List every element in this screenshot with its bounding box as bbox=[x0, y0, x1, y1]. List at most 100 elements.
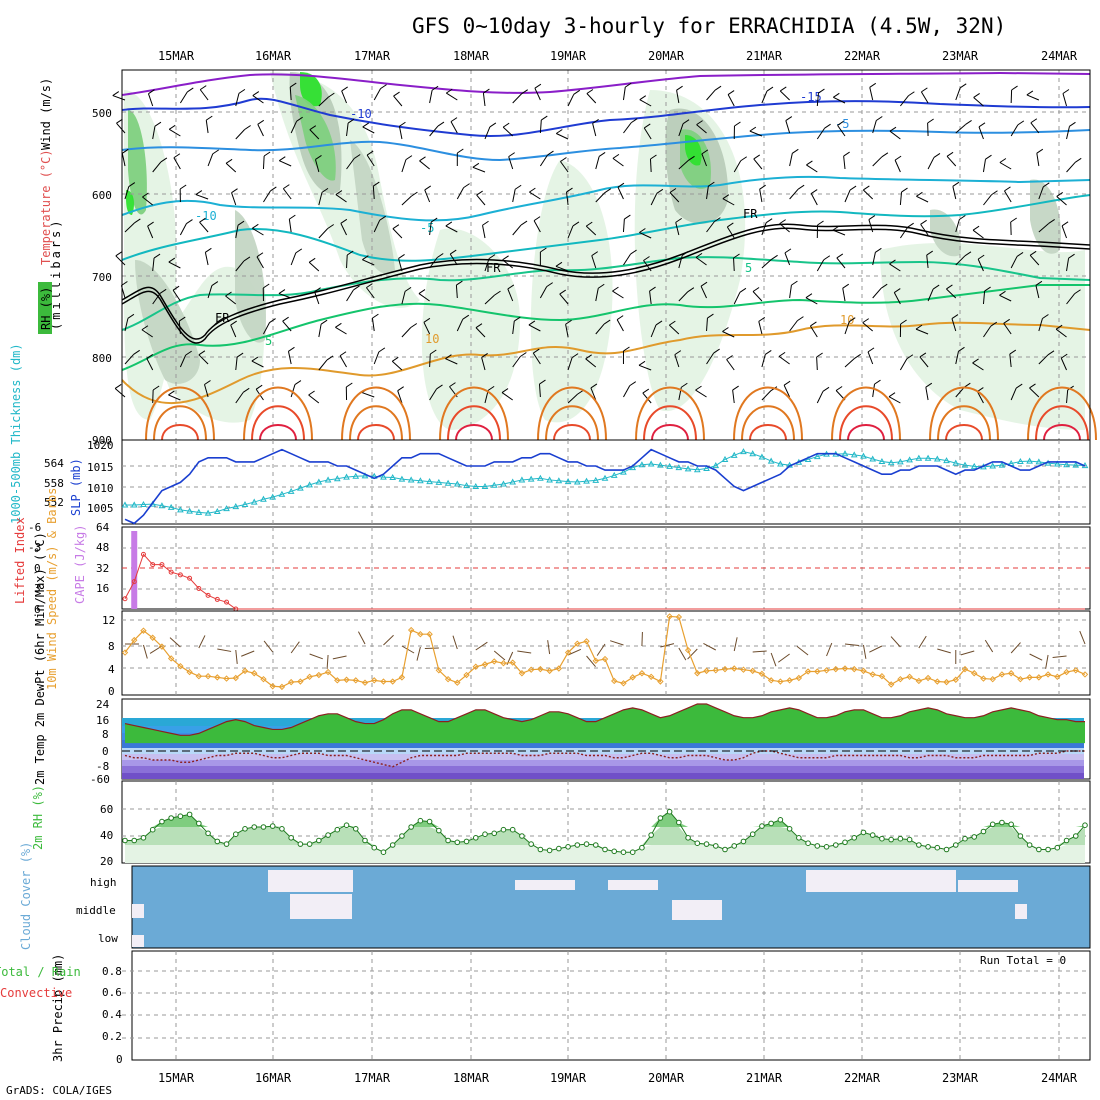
thickness-marker bbox=[675, 464, 683, 471]
rh-marker bbox=[463, 838, 470, 845]
upper-wind-barb bbox=[1030, 122, 1040, 134]
upper-wind-barb-feather bbox=[783, 380, 791, 386]
wind-speed-markers bbox=[121, 613, 1089, 691]
wind-speed-marker bbox=[278, 683, 286, 691]
upper-wind-barb bbox=[290, 121, 298, 134]
upper-wind-barb bbox=[401, 327, 412, 338]
temp-tick: -60 bbox=[90, 773, 110, 786]
surface-wind-barb bbox=[1052, 655, 1067, 658]
wind-speed-marker bbox=[407, 626, 415, 634]
warm-isotherm-arc bbox=[1043, 424, 1081, 441]
rh-marker bbox=[888, 836, 894, 843]
rh-marker bbox=[122, 837, 128, 844]
upper-wind-barb bbox=[789, 153, 793, 167]
lifted-index-marker bbox=[196, 586, 202, 591]
date-label-top: 17MAR bbox=[354, 49, 391, 63]
surface-wind-barb bbox=[770, 652, 777, 667]
upper-wind-barb bbox=[482, 225, 486, 239]
upper-wind-barb bbox=[423, 322, 431, 335]
upper-wind-barb bbox=[397, 390, 403, 404]
surface-wind-barb bbox=[678, 647, 687, 661]
upper-wind-barb bbox=[612, 290, 624, 299]
upper-wind-barb-feather bbox=[927, 118, 934, 124]
isotherm-label: -10 bbox=[350, 107, 372, 121]
wind-speed-marker bbox=[241, 667, 249, 675]
upper-wind-barb bbox=[1066, 126, 1070, 140]
upper-wind-barb bbox=[450, 121, 458, 134]
thickness-marker bbox=[463, 482, 470, 489]
upper-wind-barb bbox=[1060, 357, 1067, 371]
wind-speed-marker bbox=[767, 677, 775, 684]
rh-marker bbox=[242, 826, 248, 832]
upper-wind-barb-feather bbox=[128, 182, 136, 187]
upper-wind-barb-feather bbox=[835, 386, 843, 391]
thickness-marker bbox=[324, 476, 332, 483]
upper-wind-barb-feather bbox=[616, 315, 624, 321]
upper-wind-barb bbox=[867, 351, 874, 365]
wind-speed-marker bbox=[897, 675, 904, 683]
upper-wind-barb bbox=[595, 323, 605, 335]
wind-tick: 12 bbox=[102, 614, 115, 627]
upper-wind-barb-feather bbox=[612, 153, 620, 159]
warm-isotherm-arc bbox=[831, 386, 901, 441]
thick-tick: 552 bbox=[44, 496, 64, 509]
upper-wind-barb-feather bbox=[676, 85, 683, 91]
upper-wind-barb-feather bbox=[880, 283, 888, 289]
upper-wind-barb-feather bbox=[346, 250, 354, 256]
lifted-index-marker bbox=[224, 599, 230, 605]
upper-wind-barb-feather bbox=[973, 93, 980, 98]
upper-wind-barb-feather bbox=[946, 151, 954, 157]
rh-marker bbox=[1054, 844, 1061, 851]
rh-marker bbox=[592, 842, 599, 848]
upper-wind-barb-feather bbox=[430, 349, 437, 355]
wind-speed-marker bbox=[1081, 671, 1089, 678]
upper-wind-barb-feather bbox=[604, 188, 612, 194]
upper-wind-barb bbox=[1056, 196, 1067, 206]
upper-wind-barb-feather bbox=[643, 256, 650, 261]
wind10m-panel: 12 8 4 0 10m Wind Speed (m/s) & Barbs bbox=[45, 488, 1091, 698]
wind-speed-marker bbox=[518, 670, 526, 677]
upper-wind-barb-feather bbox=[279, 156, 286, 162]
upper-wind-barb-feather bbox=[849, 185, 857, 191]
thickness-marker bbox=[343, 473, 350, 480]
upper-wind-barb bbox=[318, 228, 329, 239]
upper-wind-barb bbox=[585, 225, 597, 236]
upper-wind-barb-feather bbox=[875, 116, 883, 121]
upper-wind-barb-feather bbox=[513, 316, 521, 322]
wind-speed-marker bbox=[537, 665, 544, 673]
upper-wind-barb-feather bbox=[597, 283, 605, 289]
upper-wind-barb bbox=[309, 129, 320, 140]
upper-wind-barb bbox=[207, 285, 213, 299]
wind-speed-marker bbox=[814, 668, 821, 675]
upper-wind-barb-feather bbox=[419, 156, 426, 162]
upper-wind-barb bbox=[339, 355, 347, 368]
upper-wind-barb bbox=[816, 259, 825, 272]
wind-speed-marker bbox=[564, 649, 572, 656]
rh-fill-low bbox=[125, 845, 1085, 863]
cloud-clear-cell bbox=[290, 894, 352, 919]
upper-wind-barb bbox=[225, 162, 237, 173]
upper-wind-barb bbox=[982, 159, 986, 173]
upper-wind-barb-feather bbox=[269, 318, 276, 323]
upper-wind-barb bbox=[484, 294, 495, 305]
upper-wind-barb-feather bbox=[894, 288, 901, 293]
warm-isotherm-arc bbox=[145, 386, 215, 441]
rh-marker bbox=[666, 808, 673, 815]
upper-wind-barb-feather bbox=[1056, 192, 1064, 197]
ytick-700: 700 bbox=[92, 271, 112, 284]
upper-wind-barb-feather bbox=[822, 386, 830, 392]
upper-wind-barb-feather bbox=[411, 191, 418, 197]
upper-wind-barb-feather bbox=[999, 158, 1007, 163]
date-axis-bottom: 15MAR 16MAR 17MAR 18MAR 19MAR 20MAR 21MAR 22MAR… bbox=[158, 1071, 1078, 1085]
upper-wind-barb bbox=[972, 362, 984, 371]
wind-speed-marker bbox=[934, 678, 941, 685]
rh-marker bbox=[796, 835, 802, 841]
upper-wind-barb-feather bbox=[919, 352, 927, 358]
rh-marker bbox=[399, 833, 405, 839]
upper-wind-barb bbox=[565, 192, 569, 206]
upper-wind-barb-feather bbox=[262, 283, 270, 289]
thickness-marker bbox=[167, 503, 175, 510]
upper-wind-barb bbox=[279, 160, 292, 167]
surface-wind-barb bbox=[169, 637, 181, 648]
lifted-index-marker bbox=[168, 569, 174, 575]
